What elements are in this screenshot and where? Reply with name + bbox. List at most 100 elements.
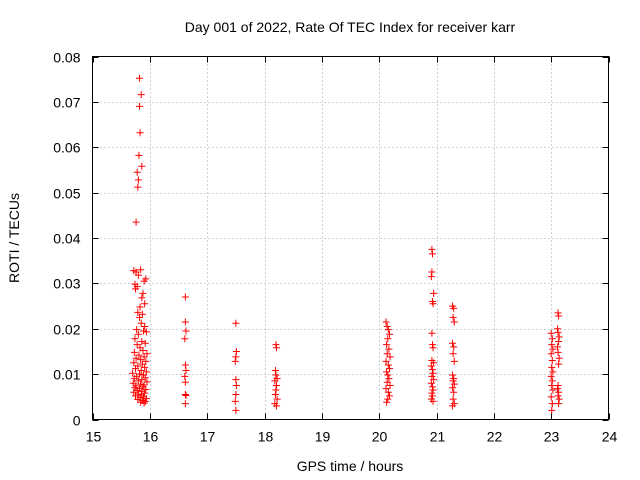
data-point: [384, 361, 392, 369]
data-point: [273, 402, 281, 410]
data-points: [129, 74, 563, 414]
data-point: [232, 406, 240, 414]
data-point: [449, 395, 457, 403]
data-point: [136, 313, 144, 321]
data-point: [554, 381, 562, 389]
data-point: [141, 397, 149, 405]
data-point: [450, 380, 458, 388]
data-point: [141, 363, 149, 371]
data-point: [137, 319, 145, 327]
data-point: [271, 377, 279, 385]
data-point: [181, 335, 189, 343]
data-point: [137, 366, 145, 374]
data-point: [136, 102, 144, 110]
data-point: [181, 293, 189, 301]
data-point: [548, 357, 556, 365]
data-point: [449, 384, 457, 392]
data-point: [141, 322, 149, 330]
data-point: [553, 325, 561, 333]
data-point: [142, 386, 150, 394]
plot-frame: [92, 56, 609, 420]
data-point: [130, 388, 138, 396]
data-point: [231, 397, 239, 405]
data-point: [554, 328, 562, 336]
data-point: [449, 339, 457, 347]
data-point: [450, 357, 458, 365]
data-point: [428, 245, 436, 253]
data-point: [137, 398, 145, 406]
data-point: [555, 354, 563, 362]
data-point: [134, 330, 142, 338]
data-point: [382, 357, 390, 365]
y-tick-label: 0.07: [53, 95, 80, 111]
data-point: [450, 318, 458, 326]
data-point: [428, 250, 436, 258]
data-point: [385, 330, 393, 338]
data-point: [133, 341, 141, 349]
data-point: [272, 371, 280, 379]
data-point: [181, 318, 189, 326]
data-point: [383, 322, 391, 330]
data-point: [142, 328, 150, 336]
data-point: [548, 377, 556, 385]
y-tick-label: 0.08: [53, 50, 80, 66]
data-point: [547, 350, 555, 358]
data-point: [549, 345, 557, 353]
data-point: [273, 381, 281, 389]
data-point: [129, 369, 137, 377]
data-point: [140, 381, 148, 389]
data-point: [139, 289, 147, 297]
data-point: [385, 345, 393, 353]
data-point: [182, 366, 190, 374]
data-point: [232, 391, 240, 399]
data-point: [547, 393, 555, 401]
data-point: [273, 395, 281, 403]
data-point: [130, 359, 138, 367]
data-point: [554, 392, 562, 400]
data-point: [139, 347, 147, 355]
data-point: [430, 376, 438, 384]
data-point: [383, 341, 391, 349]
data-point: [386, 353, 394, 361]
data-point: [555, 400, 563, 408]
y-tick-label: 0.03: [53, 276, 80, 292]
x-tick-label: 22: [487, 429, 503, 445]
data-point: [385, 375, 393, 383]
data-point: [555, 333, 563, 341]
data-point: [382, 385, 390, 393]
data-point: [232, 376, 240, 384]
x-tick-label: 20: [372, 429, 388, 445]
data-point: [547, 372, 555, 380]
y-tick-labels: 0 0.01 0.02 0.03 0.04 0.05 0.06 0.07 0.08: [53, 50, 80, 429]
data-point: [383, 368, 391, 376]
data-point: [143, 350, 151, 358]
data-point: [136, 129, 144, 137]
data-point: [231, 357, 239, 365]
data-point: [135, 151, 143, 159]
data-point: [449, 313, 457, 321]
data-point: [553, 385, 561, 393]
data-point: [385, 365, 393, 373]
data-point: [272, 386, 280, 394]
data-point: [385, 392, 393, 400]
data-point: [555, 337, 563, 345]
ticks: [92, 56, 610, 421]
data-point: [131, 335, 139, 343]
data-point: [232, 319, 240, 327]
data-point: [141, 374, 149, 382]
y-axis-title: ROTI / TECUs: [6, 193, 22, 283]
y-tick-label: 0: [73, 413, 81, 429]
x-axis-title: GPS time / hours: [297, 458, 404, 474]
data-point: [132, 218, 140, 226]
chart-title: Day 001 of 2022, Rate Of TEC Index for r…: [185, 19, 516, 35]
data-point: [554, 309, 562, 317]
data-point: [548, 335, 556, 343]
data-point: [140, 327, 148, 335]
data-point: [141, 389, 149, 397]
data-point: [549, 368, 557, 376]
data-point: [449, 350, 457, 358]
data-point: [549, 386, 557, 394]
data-point: [429, 300, 437, 308]
data-point: [382, 318, 390, 326]
data-point: [137, 266, 145, 274]
